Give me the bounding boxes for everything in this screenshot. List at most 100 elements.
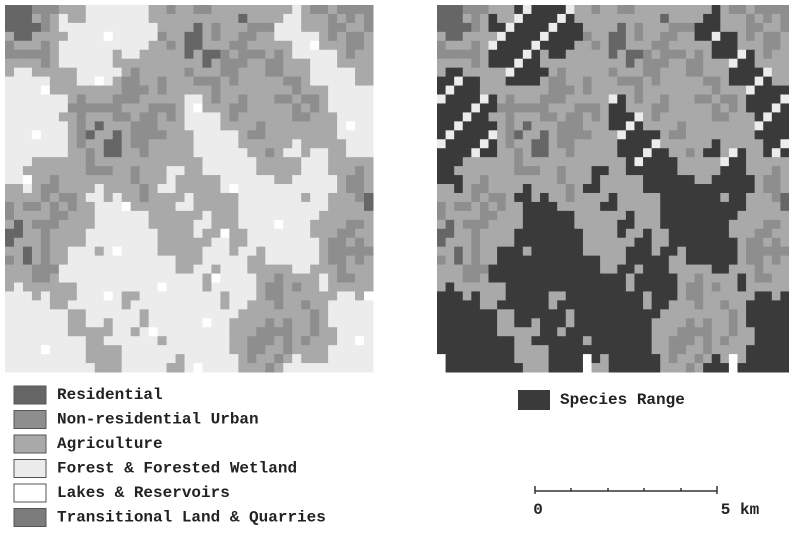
map-cell	[763, 193, 772, 202]
map-cell	[463, 112, 472, 121]
map-cell	[489, 41, 498, 50]
map-cell	[489, 345, 498, 354]
map-cell	[489, 220, 498, 229]
map-cell	[737, 50, 746, 59]
map-cell	[712, 148, 721, 157]
map-cell	[283, 327, 292, 336]
map-cell	[755, 327, 764, 336]
map-cell	[540, 345, 549, 354]
map-cell	[471, 220, 480, 229]
map-cell	[471, 202, 480, 211]
map-cell	[104, 247, 113, 256]
map-cell	[489, 282, 498, 291]
map-cell	[463, 202, 472, 211]
map-cell	[523, 32, 532, 41]
map-cell	[167, 130, 176, 139]
map-cell	[549, 220, 558, 229]
map-cell	[41, 103, 50, 112]
map-cell	[256, 211, 265, 220]
map-cell	[660, 238, 669, 247]
map-cell	[549, 202, 558, 211]
map-cell	[446, 202, 455, 211]
map-cell	[256, 41, 265, 50]
map-cell	[531, 103, 540, 112]
map-cell	[617, 77, 626, 86]
map-cell	[695, 157, 704, 166]
map-cell	[600, 86, 609, 95]
map-cell	[531, 157, 540, 166]
map-cell	[703, 148, 712, 157]
map-cell	[319, 202, 328, 211]
map-cell	[712, 363, 721, 372]
map-cell	[600, 300, 609, 309]
map-cell	[746, 166, 755, 175]
map-cell	[634, 220, 643, 229]
map-cell	[131, 256, 140, 265]
map-cell	[32, 327, 41, 336]
map-cell	[140, 41, 149, 50]
map-cell	[301, 95, 310, 104]
map-cell	[158, 59, 167, 68]
map-cell	[185, 77, 194, 86]
map-cell	[140, 166, 149, 175]
map-cell	[780, 229, 789, 238]
map-cell	[193, 318, 202, 327]
map-cell	[712, 354, 721, 363]
map-cell	[77, 68, 86, 77]
map-cell	[643, 300, 652, 309]
map-cell	[755, 23, 764, 32]
map-cell	[292, 103, 301, 112]
map-cell	[446, 363, 455, 372]
map-cell	[140, 282, 149, 291]
map-cell	[600, 336, 609, 345]
map-cell	[131, 112, 140, 121]
map-cell	[86, 220, 95, 229]
map-cell	[609, 50, 618, 59]
map-cell	[14, 265, 23, 274]
map-cell	[95, 256, 104, 265]
map-cell	[454, 202, 463, 211]
map-cell	[68, 291, 77, 300]
map-cell	[319, 354, 328, 363]
map-cell	[729, 103, 738, 112]
map-cell	[617, 14, 626, 23]
map-cell	[50, 77, 59, 86]
map-cell	[446, 300, 455, 309]
map-cell	[265, 5, 274, 14]
map-cell	[158, 291, 167, 300]
map-cell	[660, 363, 669, 372]
map-cell	[167, 5, 176, 14]
map-cell	[634, 336, 643, 345]
map-cell	[617, 148, 626, 157]
map-cell	[583, 95, 592, 104]
map-cell	[229, 363, 238, 372]
map-cell	[59, 175, 68, 184]
map-cell	[274, 157, 283, 166]
map-cell	[531, 247, 540, 256]
map-cell	[437, 166, 446, 175]
map-cell	[686, 68, 695, 77]
map-cell	[176, 14, 185, 23]
map-cell	[185, 274, 194, 283]
map-cell	[531, 95, 540, 104]
map-cell	[557, 354, 566, 363]
map-cell	[176, 300, 185, 309]
map-cell	[104, 345, 113, 354]
map-cell	[131, 32, 140, 41]
map-cell	[523, 175, 532, 184]
map-cell	[686, 300, 695, 309]
map-cell	[292, 354, 301, 363]
map-cell	[695, 166, 704, 175]
map-cell	[549, 184, 558, 193]
map-cell	[600, 193, 609, 202]
map-cell	[149, 23, 158, 32]
map-cell	[686, 148, 695, 157]
map-cell	[355, 220, 364, 229]
map-cell	[626, 68, 635, 77]
map-cell	[729, 130, 738, 139]
map-cell	[5, 220, 14, 229]
map-cell	[695, 327, 704, 336]
map-cell	[310, 23, 319, 32]
map-cell	[703, 291, 712, 300]
map-cell	[574, 148, 583, 157]
